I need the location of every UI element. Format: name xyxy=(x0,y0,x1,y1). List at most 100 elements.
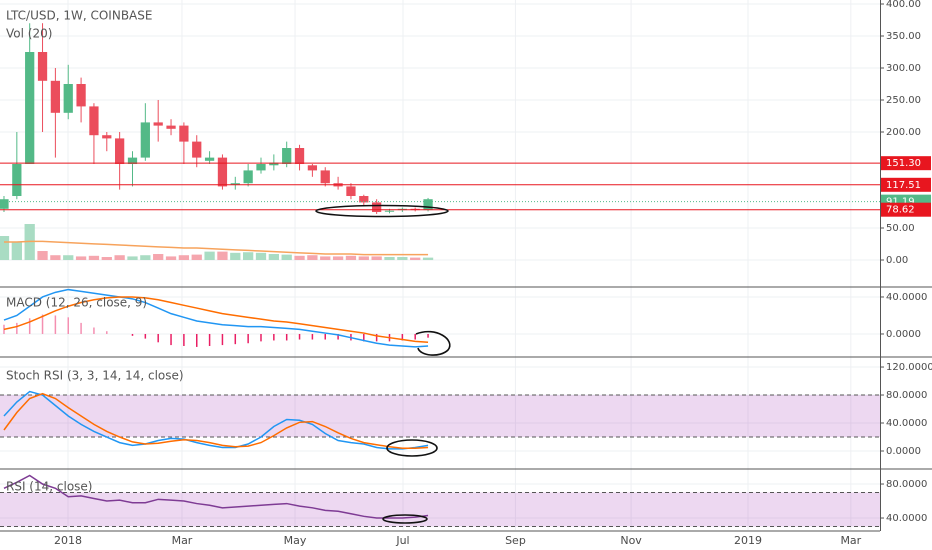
volume-bar xyxy=(37,251,48,261)
x-tick-label: May xyxy=(284,534,307,547)
candle-body xyxy=(372,202,382,213)
candle-body xyxy=(89,106,99,136)
y-tick-label: 300.00 xyxy=(886,63,921,74)
plot xyxy=(0,0,880,530)
volume-bar xyxy=(397,257,408,261)
volume-bar xyxy=(153,254,164,261)
macd-line xyxy=(3,296,429,344)
volume-bar xyxy=(320,256,331,261)
volume-bar xyxy=(230,252,241,261)
volume-bar xyxy=(88,255,100,261)
candle-body xyxy=(115,138,125,165)
indicator-line xyxy=(3,474,429,519)
price-level-label: 151.30 xyxy=(886,158,921,169)
labels: 2018 Mar May Jul Sep Nov 2019 Mar LTC/USD, 1W, C… xyxy=(6,0,932,547)
candle-body xyxy=(102,135,112,139)
candle-body xyxy=(217,157,228,187)
volume-bar xyxy=(268,254,279,261)
volume-bar xyxy=(358,256,369,261)
indicator-line xyxy=(3,390,429,450)
candle-body xyxy=(153,122,163,126)
y-tick-label: 0.0000 xyxy=(886,329,921,340)
candle-body xyxy=(179,125,189,142)
hand-drawn-ellipse xyxy=(386,439,438,457)
y-tick-label: 400.00 xyxy=(886,0,921,10)
candle-body xyxy=(76,84,86,107)
y-tick-label: 0.0000 xyxy=(886,446,921,457)
candle-body xyxy=(63,84,73,113)
macd-line xyxy=(3,288,429,348)
x-tick-label: Sep xyxy=(505,534,526,547)
y-tick-label: 40.0000 xyxy=(886,292,927,303)
band xyxy=(0,492,880,527)
volume-bar xyxy=(63,255,74,261)
candle-body xyxy=(320,170,330,184)
price-level-label: 117.51 xyxy=(886,180,921,191)
price-level-label: 78.62 xyxy=(886,205,915,216)
y-tick-label: 250.00 xyxy=(886,95,921,106)
y-tick-label: 40.0000 xyxy=(886,418,927,429)
volume-bar xyxy=(384,257,395,261)
volume-bar xyxy=(255,252,267,261)
volume-bar xyxy=(140,255,151,261)
candle-body xyxy=(282,148,292,165)
candle-body xyxy=(25,52,35,165)
candle-body xyxy=(192,141,202,158)
x-tick-label: Mar xyxy=(172,534,193,547)
volume-bar xyxy=(217,251,228,261)
volume-bar xyxy=(410,257,421,261)
volume-bar xyxy=(204,251,215,261)
price-level-label: 91.19 xyxy=(886,197,915,208)
candle-body xyxy=(50,80,61,113)
x-tick-label: Jul xyxy=(395,534,409,547)
volume-bar xyxy=(127,256,138,261)
volume-bar xyxy=(50,255,61,261)
price-level-box xyxy=(881,202,931,217)
volume-bar xyxy=(422,257,434,261)
candle-body xyxy=(346,186,356,197)
x-tick-label: 2019 xyxy=(734,534,762,547)
candle-body xyxy=(359,196,369,203)
hand-drawn-ellipse xyxy=(415,330,451,356)
volume-bar xyxy=(243,252,254,261)
y-tick-label: 200.00 xyxy=(886,127,921,138)
candle-body xyxy=(269,162,279,166)
y-tick-label: 350.00 xyxy=(886,31,921,42)
volume-bar xyxy=(371,256,382,261)
candle-body xyxy=(12,164,22,197)
price-level-box xyxy=(881,156,931,171)
indicator-line xyxy=(3,392,429,449)
legend-title: LTC/USD, 1W, COINBASE xyxy=(6,9,152,23)
legend-title: MACD (12, 26, close, 9) xyxy=(6,296,147,310)
volume-bar xyxy=(11,242,22,261)
candle-body xyxy=(243,170,253,184)
legend-title: Vol (20) xyxy=(6,27,52,41)
price-level-box xyxy=(881,177,931,192)
candle-body xyxy=(256,164,266,171)
x-tick-label: 2018 xyxy=(54,534,82,547)
candle-body xyxy=(294,148,305,165)
candle-body xyxy=(166,125,176,129)
volume-bar xyxy=(294,255,305,261)
hand-drawn-ellipse xyxy=(382,514,428,524)
volume-bar xyxy=(332,256,344,261)
volume-bar xyxy=(345,255,357,261)
volume-bar xyxy=(0,236,10,261)
legend-title: RSI (14, close) xyxy=(6,480,92,494)
candle-body xyxy=(307,165,318,171)
band xyxy=(0,395,880,438)
x-tick-label: Nov xyxy=(620,534,642,547)
volume-bar xyxy=(307,255,318,261)
y-tick-label: 0.00 xyxy=(886,255,908,266)
volume-bar xyxy=(165,256,177,261)
volume-bar xyxy=(178,255,190,261)
candle-body xyxy=(384,210,395,212)
y-tick-label: 50.00 xyxy=(886,223,915,234)
hand-drawn-ellipse xyxy=(315,204,449,218)
candle-body xyxy=(0,199,9,209)
volume-bar xyxy=(114,255,125,261)
volume-ma xyxy=(3,240,429,256)
volume-bar xyxy=(281,254,292,261)
volume-bar xyxy=(75,256,87,261)
